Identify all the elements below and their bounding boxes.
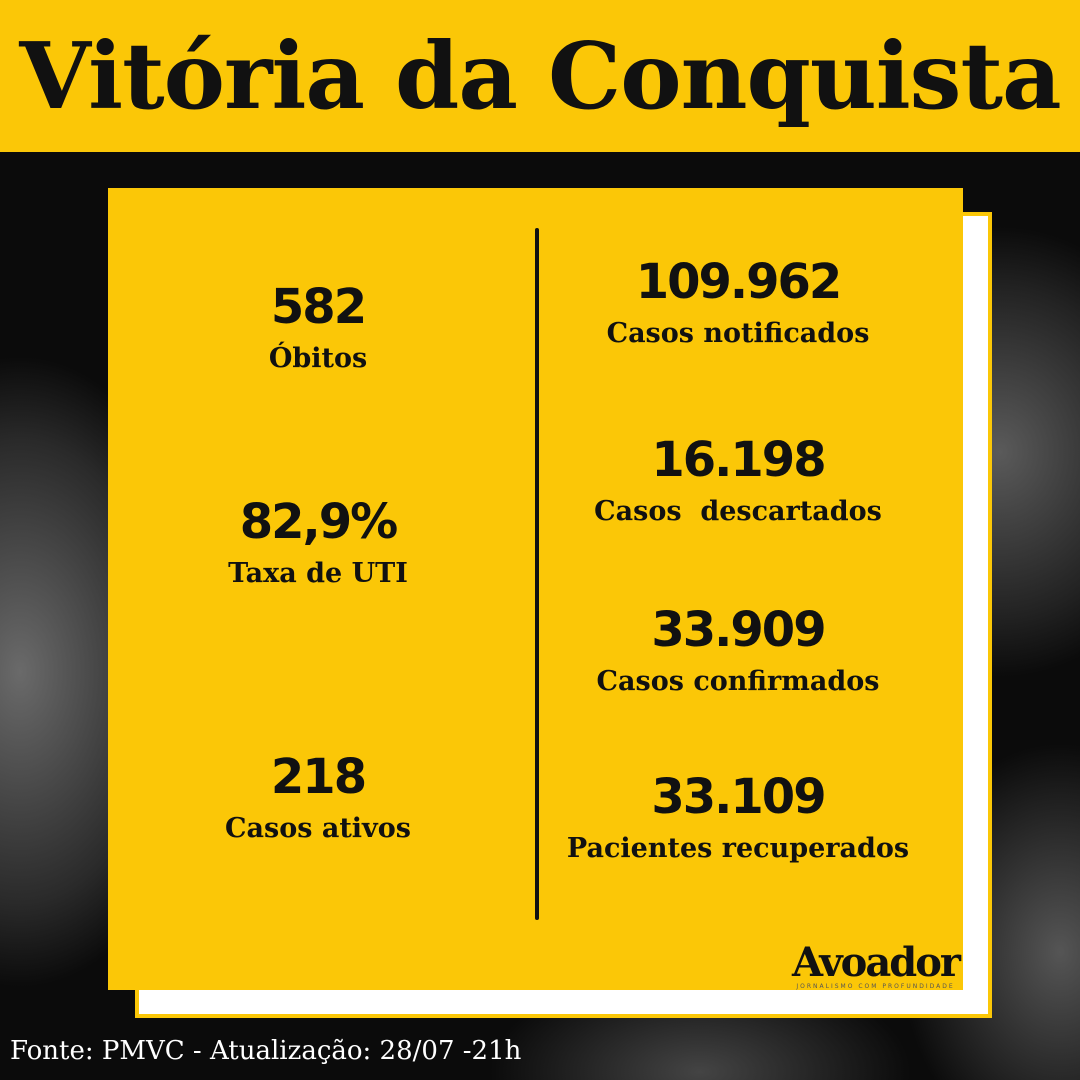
stat-casos-ativos: 218 Casos ativos bbox=[108, 753, 528, 844]
stats-card: 582 Óbitos 82,9% Taxa de UTI 218 Casos a… bbox=[108, 188, 963, 990]
stat-label: Casos ativos bbox=[225, 813, 411, 844]
divider bbox=[535, 228, 539, 920]
stat-label: Óbitos bbox=[268, 343, 368, 374]
stat-label: Casos confirmados bbox=[596, 666, 880, 697]
stat-label: Taxa de UTI bbox=[228, 558, 408, 589]
source-footer: Fonte: PMVC - Atualização: 28/07 -21h bbox=[10, 1036, 522, 1066]
stat-value: 82,9% bbox=[239, 494, 399, 550]
stat-value: 218 bbox=[270, 749, 367, 805]
stat-label: Casos notificados bbox=[606, 318, 870, 349]
stat-value: 582 bbox=[270, 279, 367, 335]
stat-casos-confirmados: 33.909 Casos confirmados bbox=[528, 606, 948, 697]
logo-tagline: JORNALISMO COM PROFUNDIDADE bbox=[796, 983, 955, 990]
stat-value: 33.109 bbox=[651, 769, 826, 825]
stat-value: 109.962 bbox=[635, 254, 843, 310]
stat-casos-notificados: 109.962 Casos notificados bbox=[528, 258, 948, 349]
stat-label: Casos descartados bbox=[594, 496, 882, 527]
stat-casos-descartados: 16.198 Casos descartados bbox=[528, 436, 948, 527]
stat-value: 33.909 bbox=[651, 602, 826, 658]
stat-obitos: 582 Óbitos bbox=[108, 283, 528, 374]
page-title: Vitória da Conquista bbox=[19, 22, 1061, 130]
stat-label: Pacientes recuperados bbox=[566, 833, 910, 864]
stat-taxa-uti: 82,9% Taxa de UTI bbox=[108, 498, 528, 589]
header-banner: Vitória da Conquista bbox=[0, 0, 1080, 152]
stat-pacientes-recuperados: 33.109 Pacientes recuperados bbox=[528, 773, 948, 864]
logo-wordmark: Avoador bbox=[792, 939, 961, 986]
avoador-logo: Avoador JORNALISMO COM PROFUNDIDADE bbox=[792, 939, 963, 991]
stat-value: 16.198 bbox=[651, 432, 826, 488]
